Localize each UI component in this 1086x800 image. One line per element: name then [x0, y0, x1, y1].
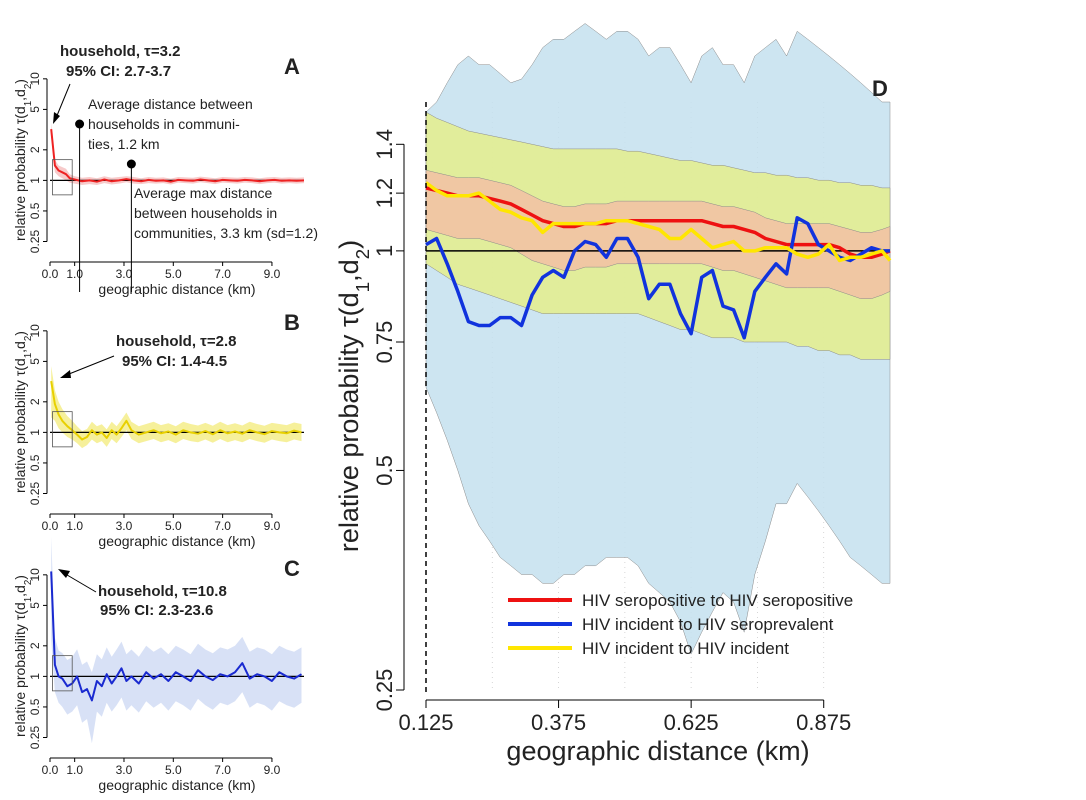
x-tick-label: 3.0	[116, 519, 133, 533]
arrow-head	[58, 569, 70, 578]
x-axis-label: geographic distance (km)	[506, 736, 809, 766]
ci-band-1	[51, 537, 302, 744]
y-tick-label: 10	[28, 324, 42, 338]
y-tick-label: 0.5	[28, 454, 42, 471]
arrow-head	[53, 112, 60, 124]
y-tick-label: 10	[28, 568, 42, 582]
panel-letter: D	[872, 76, 888, 101]
y-tick-label: 5	[28, 602, 42, 609]
inset-box	[52, 159, 73, 196]
inset-box	[52, 655, 73, 692]
y-tick-label: 2	[28, 642, 42, 649]
arrow-head	[60, 370, 71, 378]
y-tick-label: 5	[28, 106, 42, 113]
panel-letter: C	[284, 556, 300, 581]
y-tick-label: 2	[28, 398, 42, 405]
note1-text: ties, 1.2 km	[88, 136, 160, 152]
annotation-title: household, τ=2.8	[116, 333, 236, 350]
x-tick-label: 0.875	[796, 710, 851, 735]
note2-dot	[126, 159, 136, 169]
series-line-1	[50, 380, 302, 441]
ci-band-1	[51, 122, 305, 185]
y-tick-label: 0.75	[372, 321, 397, 364]
x-axis-label: geographic distance (km)	[98, 533, 255, 549]
y-tick-label: 1.2	[372, 178, 397, 209]
y-tick-label: 1	[28, 177, 42, 184]
x-tick-label: 3.0	[116, 267, 133, 281]
x-tick-label: 0.375	[531, 710, 586, 735]
x-tick-label: 5.0	[165, 519, 182, 533]
annotation-arrow	[55, 83, 71, 119]
x-tick-label: 1.0	[66, 519, 83, 533]
annotation-arrow	[63, 355, 115, 377]
x-tick-label: 1.0	[66, 267, 83, 281]
y-tick-label: 2	[28, 146, 42, 153]
x-tick-label: 0.125	[398, 710, 453, 735]
note1-text: Average distance between	[88, 96, 253, 112]
x-axis-label: geographic distance (km)	[98, 281, 255, 297]
series-line-1	[50, 128, 305, 183]
y-tick-label: 5	[28, 358, 42, 365]
x-axis-label: geographic distance (km)	[98, 777, 255, 793]
annotation-arrow	[61, 571, 97, 593]
annotation-ci: 95% CI: 1.4-4.5	[122, 353, 227, 370]
y-tick-label: 1	[28, 673, 42, 680]
annotation-ci: 95% CI: 2.7-3.7	[66, 63, 171, 80]
note1-text: households in communi-	[88, 116, 240, 132]
panel-b: 0.25 0.5 1 2 5 10 0.0 1.0 3.0 5.0 7.0 9.0 geographic…	[12, 310, 304, 549]
y-tick-label: 0.25	[28, 726, 42, 750]
series-line-2	[425, 216, 890, 340]
y-tick-label: 0.25	[28, 482, 42, 506]
series-line-1	[50, 571, 303, 702]
y-tick-label: 0.25	[372, 669, 397, 712]
x-tick-label: 7.0	[214, 763, 231, 777]
x-tick-label: 5.0	[165, 763, 182, 777]
annotation-title: household, τ=10.8	[98, 583, 227, 600]
y-tick-label: 0.5	[372, 455, 397, 486]
x-tick-label: 9.0	[264, 267, 281, 281]
legend-label: HIV incident to HIV seroprevalent	[582, 615, 834, 634]
annotation-title: household, τ=3.2	[60, 43, 180, 60]
y-tick-label: 0.5	[28, 698, 42, 715]
panel-letter: B	[284, 310, 300, 335]
y-tick-label: 1.4	[372, 129, 397, 160]
note2-text: Average max distance	[134, 185, 272, 201]
x-tick-label: 0.625	[664, 710, 719, 735]
legend-label: HIV seropositive to HIV seropositive	[582, 591, 853, 610]
ci-band-1	[51, 366, 302, 449]
series-line-3	[424, 181, 892, 263]
x-tick-label: 3.0	[116, 763, 133, 777]
y-axis-label: relative probability τ(d1,d2)	[12, 575, 34, 737]
inset-box	[52, 411, 73, 448]
x-tick-label: 7.0	[214, 267, 231, 281]
x-tick-label: 9.0	[264, 763, 281, 777]
annotation-ci: 95% CI: 2.3-23.6	[100, 602, 213, 619]
y-axis-label: relative probability τ(d1,d2)	[12, 331, 34, 493]
note2-text: communities, 3.3 km (sd=1.2)	[134, 225, 318, 241]
y-tick-label: 10	[28, 72, 42, 86]
y-tick-label: 0.25	[28, 230, 42, 254]
note2-text: between households in	[134, 205, 277, 221]
x-tick-label: 7.0	[214, 519, 231, 533]
y-axis-label: relative probability τ(d1,d2)	[12, 79, 34, 241]
legend-label: HIV incident to HIV incident	[582, 639, 789, 658]
series-line-1	[425, 186, 891, 260]
x-tick-label: 0.0	[42, 267, 59, 281]
panel-letter: A	[284, 54, 300, 79]
panel-d: 0.25 0.5 0.75 1 1.2 1.4 0.125 0.375 0.625 0.875ge…	[334, 23, 892, 766]
y-tick-label: 0.5	[28, 202, 42, 219]
panel-a: 0.25 0.5 1 2 5 10 0.0 1.0 3.0 5.0 7.0 9.0 geographic…	[12, 43, 318, 297]
y-axis-label: relative probability τ(d1,d2)	[334, 240, 374, 552]
panel-c: 0.25 0.5 1 2 5 10 0.0 1.0 3.0 5.0 7.0 9.0 geographic…	[12, 537, 304, 793]
x-tick-label: 9.0	[264, 519, 281, 533]
x-tick-label: 5.0	[165, 267, 182, 281]
x-tick-label: 0.0	[42, 519, 59, 533]
x-tick-label: 1.0	[66, 763, 83, 777]
y-tick-label: 1	[28, 429, 42, 436]
y-tick-label: 1	[372, 245, 397, 257]
note1-dot	[75, 119, 85, 129]
x-tick-label: 0.0	[42, 763, 59, 777]
